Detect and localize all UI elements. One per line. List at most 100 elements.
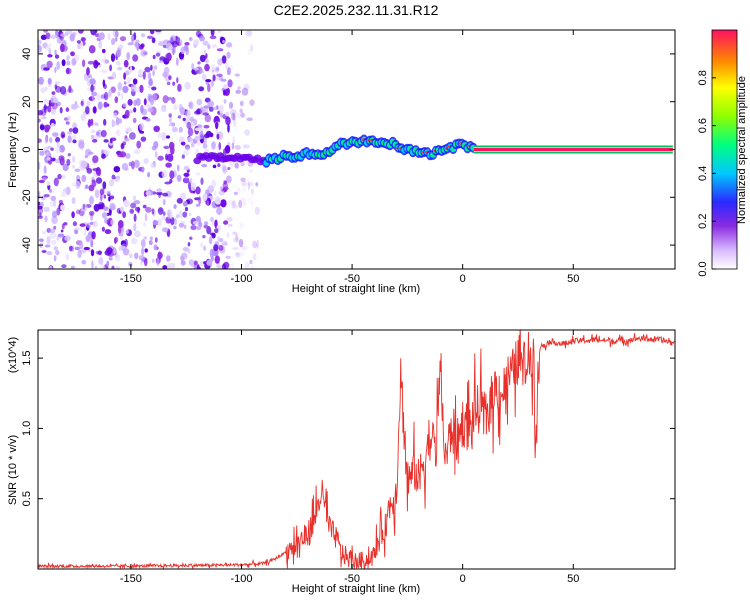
noise-speck [94, 189, 100, 198]
noise-speck [158, 60, 164, 64]
noise-speck [140, 49, 147, 57]
noise-speck [226, 216, 233, 222]
noise-speck [161, 169, 168, 179]
noise-speck [86, 67, 90, 76]
noise-speck [202, 193, 208, 202]
noise-speck [254, 206, 261, 215]
noise-speck [101, 153, 106, 159]
noise-speck [103, 91, 109, 101]
noise-speck [50, 195, 57, 201]
noise-speck [113, 166, 121, 173]
noise-speck [172, 34, 176, 41]
noise-speck [245, 30, 253, 37]
noise-speck [56, 235, 60, 241]
noise-speck [46, 227, 52, 233]
noise-speck [55, 85, 62, 93]
noise-speck [182, 117, 186, 122]
noise-speck [214, 255, 220, 264]
noise-speck [54, 49, 57, 56]
noise-speck [252, 240, 257, 249]
noise-speck [199, 106, 204, 115]
noise-speck [82, 59, 86, 68]
noise-speck [112, 120, 116, 127]
noise-speck [241, 181, 247, 187]
noise-speck [66, 158, 71, 166]
noise-speck [202, 112, 209, 116]
noise-speck [60, 229, 64, 233]
noise-speck [127, 99, 133, 106]
noise-speck [182, 211, 188, 218]
noise-speck [54, 54, 60, 59]
noise-speck [164, 53, 171, 62]
noise-speck [168, 141, 175, 150]
noise-speck [63, 222, 68, 226]
noise-speck [44, 244, 51, 248]
noise-speck [221, 55, 227, 64]
spectrogram-xtick-label: -150 [120, 273, 142, 285]
noise-speck [151, 145, 157, 151]
noise-speck [169, 178, 173, 184]
noise-speck [91, 91, 98, 97]
noise-speck [43, 105, 49, 110]
noise-speck [226, 67, 231, 76]
noise-speck [49, 34, 56, 39]
noise-speck [177, 83, 182, 92]
noise-speck [117, 91, 121, 97]
noise-speck [178, 126, 183, 133]
spectrogram-xtick-label: -100 [230, 273, 252, 285]
noise-speck [92, 168, 99, 172]
noise-speck [73, 60, 77, 65]
noise-speck [90, 134, 95, 140]
noise-speck [53, 246, 59, 251]
noise-speck [108, 89, 112, 98]
noise-speck [247, 181, 250, 191]
noise-speck [171, 40, 178, 48]
noise-speck [92, 106, 97, 114]
noise-speck [115, 266, 120, 269]
noise-speck [44, 215, 48, 223]
noise-speck [246, 117, 253, 121]
noise-speck [241, 87, 249, 96]
noise-speck [180, 141, 186, 146]
noise-speck [124, 238, 128, 248]
noise-speck [217, 58, 223, 66]
noise-speck [100, 130, 107, 138]
noise-speck [81, 260, 87, 265]
noise-speck [226, 51, 231, 59]
noise-speck [244, 261, 250, 269]
noise-speck [179, 40, 183, 46]
noise-speck [132, 195, 137, 201]
noise-speck [122, 211, 126, 219]
noise-speck [205, 130, 212, 138]
noise-speck [249, 259, 253, 265]
noise-speck [104, 59, 110, 64]
noise-speck [230, 109, 237, 116]
noise-speck [181, 252, 188, 260]
noise-speck [133, 223, 137, 232]
noise-speck [189, 37, 193, 41]
noise-speck [213, 106, 218, 110]
noise-speck [71, 197, 76, 205]
noise-speck [46, 145, 52, 149]
noise-speck [133, 200, 141, 205]
noise-speck [53, 225, 57, 230]
noise-speck [209, 248, 215, 258]
noise-speck [67, 153, 71, 157]
noise-speck [122, 102, 128, 108]
noise-speck [175, 57, 179, 66]
noise-speck [119, 206, 124, 213]
noise-speck [72, 127, 79, 134]
noise-speck [216, 73, 223, 77]
noise-speck [134, 40, 139, 49]
noise-speck [107, 33, 111, 41]
noise-speck [92, 220, 98, 228]
noise-speck [111, 265, 115, 269]
noise-speck [177, 115, 182, 119]
noise-speck [114, 96, 119, 104]
noise-speck [103, 194, 107, 199]
noise-speck [102, 211, 108, 220]
noise-speck [166, 81, 171, 86]
noise-speck [216, 133, 220, 140]
noise-speck [178, 222, 185, 228]
noise-speck [148, 78, 153, 87]
